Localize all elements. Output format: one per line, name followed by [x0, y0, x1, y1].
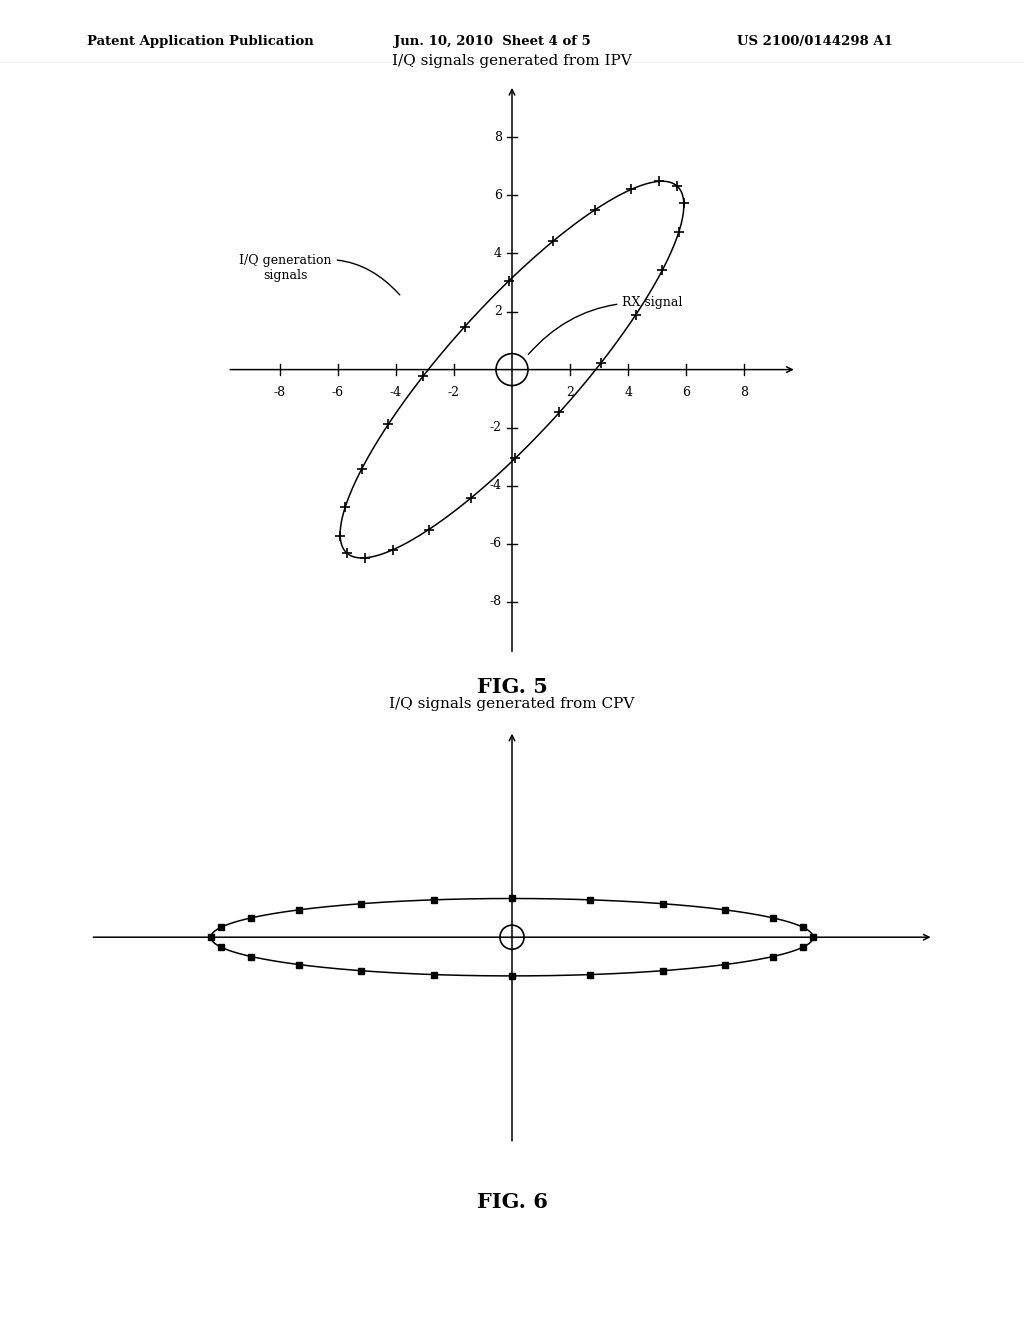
Text: US 2100/0144298 A1: US 2100/0144298 A1: [737, 34, 893, 48]
Text: 8: 8: [740, 385, 749, 399]
Text: RX signal: RX signal: [528, 296, 683, 355]
Text: -6: -6: [332, 385, 344, 399]
Title: I/Q signals generated from IPV: I/Q signals generated from IPV: [392, 54, 632, 69]
Text: -8: -8: [273, 385, 286, 399]
Text: 8: 8: [494, 131, 502, 144]
Text: 2: 2: [494, 305, 502, 318]
Text: Patent Application Publication: Patent Application Publication: [87, 34, 313, 48]
Text: 6: 6: [682, 385, 690, 399]
Text: Jun. 10, 2010  Sheet 4 of 5: Jun. 10, 2010 Sheet 4 of 5: [394, 34, 591, 48]
Text: -2: -2: [447, 385, 460, 399]
Text: FIG. 5: FIG. 5: [476, 677, 548, 697]
Text: 4: 4: [625, 385, 632, 399]
Title: I/Q signals generated from CPV: I/Q signals generated from CPV: [389, 697, 635, 711]
Text: -2: -2: [489, 421, 502, 434]
Text: -6: -6: [489, 537, 502, 550]
Text: 4: 4: [494, 247, 502, 260]
Text: -8: -8: [489, 595, 502, 609]
Text: FIG. 6: FIG. 6: [476, 1192, 548, 1212]
Text: -4: -4: [489, 479, 502, 492]
Text: 6: 6: [494, 189, 502, 202]
Text: 2: 2: [566, 385, 574, 399]
Text: -4: -4: [390, 385, 401, 399]
Text: I/Q generation
signals: I/Q generation signals: [240, 253, 399, 294]
